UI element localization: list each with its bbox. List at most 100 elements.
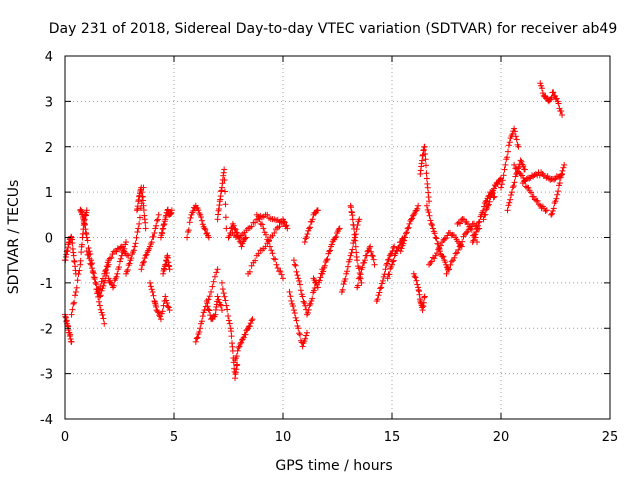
data-point [125, 252, 132, 259]
data-point [155, 211, 162, 218]
data-point [429, 222, 436, 229]
data-point [186, 219, 193, 226]
data-point [103, 263, 110, 270]
data-point [414, 205, 421, 212]
data-point [87, 260, 94, 267]
data-point [108, 254, 115, 261]
data-point [197, 325, 204, 332]
data-point [421, 143, 428, 150]
data-point [423, 170, 430, 177]
data-point [247, 320, 254, 327]
data-point [311, 284, 318, 291]
data-point [423, 162, 430, 169]
data-point [378, 284, 385, 291]
data-point [538, 85, 545, 92]
data-point [106, 255, 113, 262]
data-point [389, 258, 396, 265]
data-point [266, 243, 273, 250]
data-point [126, 260, 133, 267]
data-point [332, 234, 339, 241]
data-point [480, 216, 487, 223]
data-point [130, 247, 137, 254]
data-point [441, 235, 448, 242]
data-point [518, 158, 525, 165]
data-point [442, 259, 449, 266]
data-point [355, 275, 362, 282]
data-point [83, 207, 90, 214]
data-point [214, 266, 221, 273]
data-point [150, 233, 157, 240]
data-point [487, 194, 494, 201]
data-point [307, 224, 314, 231]
data-point [518, 172, 525, 179]
data-point [370, 256, 377, 263]
data-point [238, 243, 245, 250]
data-point [274, 265, 281, 272]
data-point [453, 249, 460, 256]
data-point [397, 248, 404, 255]
y-tick-label: -2 [40, 322, 53, 337]
data-point [367, 243, 374, 250]
data-point [501, 166, 508, 173]
data-point [165, 304, 172, 311]
x-tick-label: 15 [384, 430, 401, 445]
data-point [292, 262, 299, 269]
data-point [511, 161, 518, 168]
data-point [555, 100, 562, 107]
data-point [295, 275, 302, 282]
data-point [351, 225, 358, 232]
data-point [433, 235, 440, 242]
data-point [376, 289, 383, 296]
data-point [149, 289, 156, 296]
data-point [218, 307, 225, 314]
data-point [530, 193, 537, 200]
data-point [152, 225, 159, 232]
data-point [412, 274, 419, 281]
data-point [222, 188, 229, 195]
data-point [534, 197, 541, 204]
data-point [447, 261, 454, 268]
data-point [561, 161, 568, 168]
data-point [234, 347, 241, 354]
data-point [222, 201, 229, 208]
data-point [509, 184, 516, 191]
data-point [333, 233, 340, 240]
data-point [242, 234, 249, 241]
data-point [96, 302, 103, 309]
data-point [142, 219, 149, 226]
data-point [535, 201, 542, 208]
data-point [459, 238, 466, 245]
data-point [213, 269, 220, 276]
data-point [228, 328, 235, 335]
data-point [349, 216, 356, 223]
data-point [237, 340, 244, 347]
data-point [354, 282, 361, 289]
data-point [85, 244, 92, 251]
data-point [286, 288, 293, 295]
data-point [148, 239, 155, 246]
data-point [70, 300, 77, 307]
y-tick-label: -3 [40, 368, 53, 383]
data-point [235, 344, 242, 351]
data-point [244, 326, 251, 333]
data-point [409, 215, 416, 222]
x-tick-label: 5 [170, 430, 178, 445]
data-point [420, 299, 427, 306]
data-point [539, 90, 546, 97]
data-point [85, 251, 92, 258]
data-point [431, 255, 438, 262]
data-point [558, 108, 565, 115]
data-point [317, 274, 324, 281]
data-point [464, 220, 471, 227]
data-point [356, 216, 363, 223]
data-point [463, 229, 470, 236]
data-point [385, 256, 392, 263]
data-point [226, 320, 233, 327]
data-point [154, 308, 161, 315]
data-point [78, 249, 85, 256]
data-point [147, 243, 154, 250]
data-point [292, 314, 299, 321]
data-point [480, 207, 487, 214]
data-point [121, 245, 128, 252]
data-point [457, 220, 464, 227]
